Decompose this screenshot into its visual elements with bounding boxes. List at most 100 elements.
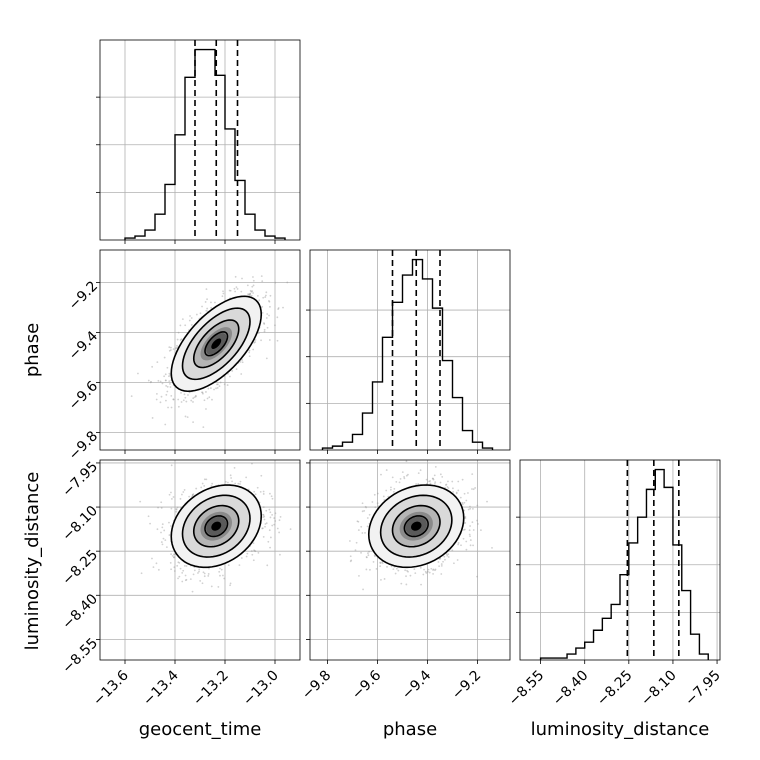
y-tick-label: −8.10 bbox=[59, 503, 101, 545]
scatter-point bbox=[274, 512, 277, 515]
scatter-point bbox=[367, 552, 369, 555]
scatter-point bbox=[149, 381, 152, 384]
scatter-point bbox=[271, 513, 274, 516]
scatter-point bbox=[157, 379, 160, 382]
scatter-point bbox=[446, 486, 449, 488]
scatter-point bbox=[261, 305, 264, 308]
scatter-point bbox=[169, 346, 172, 349]
scatter-point bbox=[199, 312, 202, 315]
scatter-point bbox=[264, 525, 266, 528]
scatter-point bbox=[349, 555, 352, 558]
density-contour bbox=[403, 515, 429, 538]
scatter-point bbox=[422, 573, 425, 576]
scatter-point bbox=[367, 554, 370, 557]
scatter-point bbox=[269, 536, 272, 539]
scatter-point bbox=[219, 574, 221, 577]
scatter-point bbox=[165, 393, 168, 396]
scatter-point bbox=[179, 567, 182, 570]
scatter-point bbox=[234, 482, 237, 485]
scatter-point bbox=[211, 398, 213, 401]
scatter-point bbox=[432, 572, 434, 575]
scatter-point bbox=[257, 332, 260, 335]
scatter-point bbox=[263, 328, 266, 331]
scatter-point bbox=[432, 569, 434, 571]
scatter-point bbox=[221, 295, 224, 298]
x-tick-label: −7.95 bbox=[682, 668, 724, 710]
scatter-point bbox=[392, 568, 395, 571]
scatter-point bbox=[202, 571, 205, 574]
scatter-point bbox=[206, 298, 208, 301]
panel-content bbox=[100, 460, 300, 660]
scatter-point bbox=[161, 382, 164, 385]
scatter-point bbox=[348, 540, 351, 542]
scatter-point bbox=[271, 524, 274, 527]
scatter-point bbox=[248, 355, 251, 358]
scatter-point bbox=[260, 275, 263, 278]
scatter-point bbox=[155, 562, 158, 565]
scatter-point bbox=[159, 401, 162, 404]
scatter-point bbox=[178, 575, 181, 578]
scatter-point bbox=[247, 293, 249, 296]
scatter-point bbox=[174, 347, 177, 350]
scatter-point bbox=[419, 566, 422, 569]
scatter-point bbox=[464, 522, 467, 524]
scatter-point bbox=[441, 475, 444, 478]
panel-frame bbox=[309, 249, 511, 451]
scatter-point bbox=[385, 489, 388, 492]
scatter-point bbox=[406, 569, 408, 572]
scatter-point bbox=[168, 521, 170, 524]
scatter-point bbox=[177, 331, 180, 334]
scatter-point bbox=[278, 531, 281, 534]
scatter-point bbox=[175, 508, 178, 511]
scatter-point bbox=[231, 480, 233, 483]
scatter-point bbox=[264, 296, 267, 298]
scatter-point bbox=[203, 478, 206, 481]
scatter-point bbox=[369, 568, 371, 571]
scatter-point bbox=[401, 471, 404, 474]
scatter-point bbox=[362, 588, 364, 591]
scatter-point bbox=[468, 533, 471, 536]
scatter-point bbox=[434, 568, 437, 571]
scatter-point bbox=[205, 288, 208, 291]
scatter-point bbox=[373, 554, 376, 557]
scatter-point bbox=[239, 483, 241, 485]
y-axis-label-luminosity-distance: luminosity_distance bbox=[22, 472, 43, 651]
scatter-point bbox=[376, 492, 379, 495]
scatter-point bbox=[189, 315, 191, 317]
scatter-point bbox=[405, 460, 408, 463]
scatter-point bbox=[434, 481, 437, 484]
scatter-point bbox=[203, 399, 206, 402]
scatter-point bbox=[447, 556, 450, 558]
scatter-point bbox=[276, 316, 279, 319]
scatter-point bbox=[464, 516, 467, 518]
scatter-point bbox=[403, 477, 406, 480]
scatter-point bbox=[169, 386, 172, 388]
scatter-point bbox=[447, 480, 449, 483]
scatter-point bbox=[366, 517, 369, 519]
scatter-point bbox=[193, 569, 196, 572]
scatter-point bbox=[251, 290, 254, 293]
scatter-point bbox=[361, 532, 364, 534]
scatter-point bbox=[268, 300, 271, 303]
scatter-point bbox=[203, 575, 206, 578]
scatter-point bbox=[227, 564, 230, 567]
scatter-point bbox=[176, 344, 178, 347]
scatter-point bbox=[464, 517, 467, 520]
panel-content bbox=[100, 250, 300, 450]
y-axis-label-phase: phase bbox=[22, 323, 43, 377]
scatter-point bbox=[476, 504, 479, 507]
scatter-point bbox=[269, 492, 271, 495]
scatter-point bbox=[229, 289, 232, 292]
scatter-point bbox=[432, 568, 435, 571]
scatter-point bbox=[286, 281, 289, 284]
scatter-point bbox=[222, 292, 225, 295]
scatter-point bbox=[253, 549, 255, 552]
scatter-point bbox=[354, 549, 357, 552]
scatter-point bbox=[262, 493, 265, 495]
scatter-point bbox=[160, 395, 163, 398]
scatter-point bbox=[157, 506, 159, 509]
scatter-point bbox=[151, 365, 154, 368]
density-contour bbox=[192, 504, 240, 548]
scatter-point bbox=[357, 529, 360, 531]
scatter-point bbox=[192, 397, 195, 400]
